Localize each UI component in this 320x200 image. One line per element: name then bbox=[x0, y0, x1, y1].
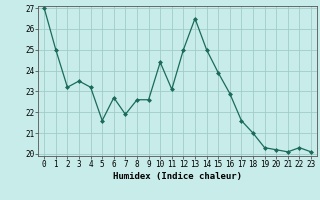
X-axis label: Humidex (Indice chaleur): Humidex (Indice chaleur) bbox=[113, 172, 242, 181]
